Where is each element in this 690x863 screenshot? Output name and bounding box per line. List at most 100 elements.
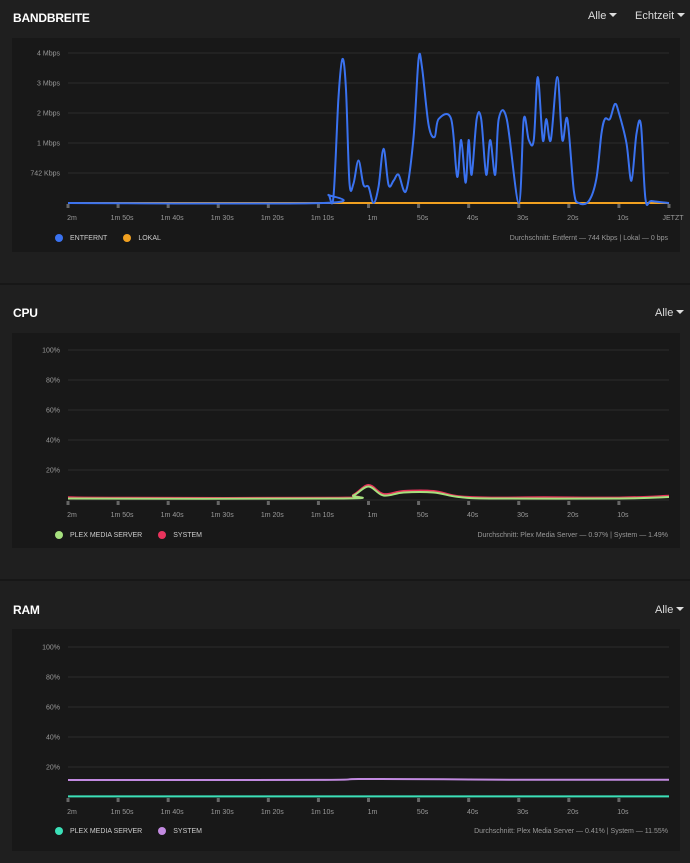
x-tick-label: 1m 40s: [161, 809, 184, 816]
x-tick-mark: [216, 501, 220, 505]
ram-section: RAM Alle 100% 80% 60% 40% 20% 2m 1m 50s 1m 40s 1…: [0, 581, 690, 863]
bandwidth-filter-dropdown[interactable]: Alle: [588, 10, 618, 22]
bandwidth-section: BANDBREITE Alle Echtzeit 4 Mbps 3 Mbps 2 M…: [0, 0, 690, 283]
x-tick-label: 40s: [467, 809, 479, 816]
x-tick-mark: [316, 798, 320, 802]
x-tick-mark: [467, 501, 471, 505]
x-tick-label: 1m 10s: [311, 809, 334, 816]
y-tick-label: 4 Mbps: [37, 51, 60, 58]
x-tick-mark: [266, 501, 270, 505]
y-tick-label: 40%: [46, 438, 60, 445]
dropdown-label: Echtzeit: [635, 10, 675, 22]
legend-item[interactable]: SYSTEM: [158, 827, 202, 835]
bandwidth-chart: 4 Mbps 3 Mbps 2 Mbps 1 Mbps 742 Kbps 2m 1m 50s…: [30, 51, 684, 223]
x-tick-mark: [667, 204, 671, 208]
caret-down-icon: [676, 310, 685, 314]
legend-item[interactable]: LOKAL: [123, 234, 161, 242]
x-tick-mark: [567, 204, 571, 208]
x-tick-label: 1m 20s: [261, 215, 284, 222]
y-tick-label: 100%: [42, 348, 60, 355]
x-tick-label: 1m 50s: [111, 215, 134, 222]
x-tick-label: 1m: [368, 809, 378, 816]
divider: [0, 579, 690, 581]
x-tick-label: 2m: [67, 215, 77, 222]
x-tick-label: 1m 50s: [111, 512, 134, 519]
divider: [0, 283, 690, 285]
legend-dot-icon: [55, 531, 63, 539]
y-tick-label: 20%: [46, 468, 60, 475]
ram-chart-panel: [12, 629, 680, 851]
legend-item[interactable]: PLEX MEDIA SERVER: [55, 827, 142, 835]
x-tick-label: 1m 30s: [211, 512, 234, 519]
y-tick-label: 742 Kbps: [30, 171, 60, 178]
x-tick-mark: [417, 501, 421, 505]
bandwidth-legend: ENTFERNT LOKAL: [55, 234, 173, 242]
x-tick-mark: [116, 798, 120, 802]
legend-label: LOKAL: [138, 234, 161, 242]
x-tick-mark: [166, 798, 170, 802]
x-tick-mark: [116, 501, 120, 505]
dropdown-label: Alle: [588, 10, 607, 22]
x-tick-label: 50s: [417, 215, 429, 222]
y-tick-label: 3 Mbps: [37, 81, 60, 88]
x-tick-mark: [567, 798, 571, 802]
x-tick-mark: [417, 798, 421, 802]
dropdown-label: Alle: [655, 307, 674, 319]
x-tick-label: 40s: [467, 215, 479, 222]
y-tick-label: 2 Mbps: [37, 111, 60, 118]
legend-dot-icon: [123, 234, 132, 242]
y-tick-label: 60%: [46, 705, 60, 712]
x-tick-mark: [166, 204, 170, 208]
x-tick-mark: [66, 204, 70, 208]
x-tick-mark: [66, 501, 70, 505]
x-tick-label: 30s: [517, 512, 529, 519]
x-tick-label: 20s: [567, 809, 579, 816]
legend-label: SYSTEM: [173, 827, 203, 835]
x-tick-label: 1m: [368, 512, 378, 519]
x-tick-mark: [467, 204, 471, 208]
x-tick-mark: [316, 204, 320, 208]
x-tick-label: 10s: [617, 512, 629, 519]
bandwidth-average: Durchschnitt: Entfernt — 744 Kbps | Loka…: [509, 235, 668, 242]
x-tick-mark: [517, 798, 521, 802]
y-tick-label: 40%: [46, 735, 60, 742]
ram-filter-dropdown[interactable]: Alle: [655, 604, 685, 616]
cpu-chart: 100% 80% 60% 40% 20% 2m 1m 50s 1m 40s 1m 30s 1m 2…: [42, 348, 670, 519]
x-tick-label: 1m 10s: [311, 512, 334, 519]
x-tick-label: 50s: [417, 809, 429, 816]
legend-label: PLEX MEDIA SERVER: [70, 531, 143, 539]
x-tick-mark: [417, 204, 421, 208]
x-tick-mark: [316, 501, 320, 505]
x-tick-label: 20s: [567, 512, 579, 519]
x-tick-label: 20s: [567, 215, 579, 222]
ram-average: Durchschnitt: Plex Media Server — 0.41% …: [474, 828, 668, 835]
x-tick-label: 1m 50s: [111, 809, 134, 816]
legend-item[interactable]: PLEX MEDIA SERVER: [55, 531, 142, 539]
x-tick-mark: [367, 204, 370, 208]
x-tick-mark: [367, 798, 370, 802]
x-tick-mark: [216, 798, 220, 802]
x-tick-label: 40s: [467, 512, 479, 519]
x-tick-label: 30s: [517, 215, 529, 222]
series-line-system: [67, 777, 670, 782]
bandwidth-title: BANDBREITE: [13, 11, 90, 25]
x-tick-label: 1m 30s: [211, 215, 234, 222]
legend-label: SYSTEM: [173, 531, 203, 539]
x-tick-mark: [166, 501, 170, 505]
y-tick-label: 80%: [46, 675, 60, 682]
legend-dot-icon: [158, 827, 167, 835]
caret-down-icon: [676, 607, 685, 611]
y-tick-label: 80%: [46, 378, 60, 385]
ram-chart: 100% 80% 60% 40% 20% 2m 1m 50s 1m 40s 1m 30s 1m 2…: [42, 645, 670, 816]
x-tick-label: 2m: [67, 809, 77, 816]
x-tick-mark: [216, 204, 220, 208]
legend-label: PLEX MEDIA SERVER: [70, 827, 143, 835]
legend-item[interactable]: ENTFERNT: [55, 234, 107, 242]
legend-dot-icon: [55, 827, 63, 835]
y-tick-label: 60%: [46, 408, 60, 415]
x-tick-label: 10s: [617, 215, 629, 222]
x-tick-mark: [116, 204, 120, 208]
cpu-filter-dropdown[interactable]: Alle: [655, 307, 685, 319]
legend-item[interactable]: SYSTEM: [158, 531, 202, 539]
bandwidth-range-dropdown[interactable]: Echtzeit: [635, 10, 686, 22]
